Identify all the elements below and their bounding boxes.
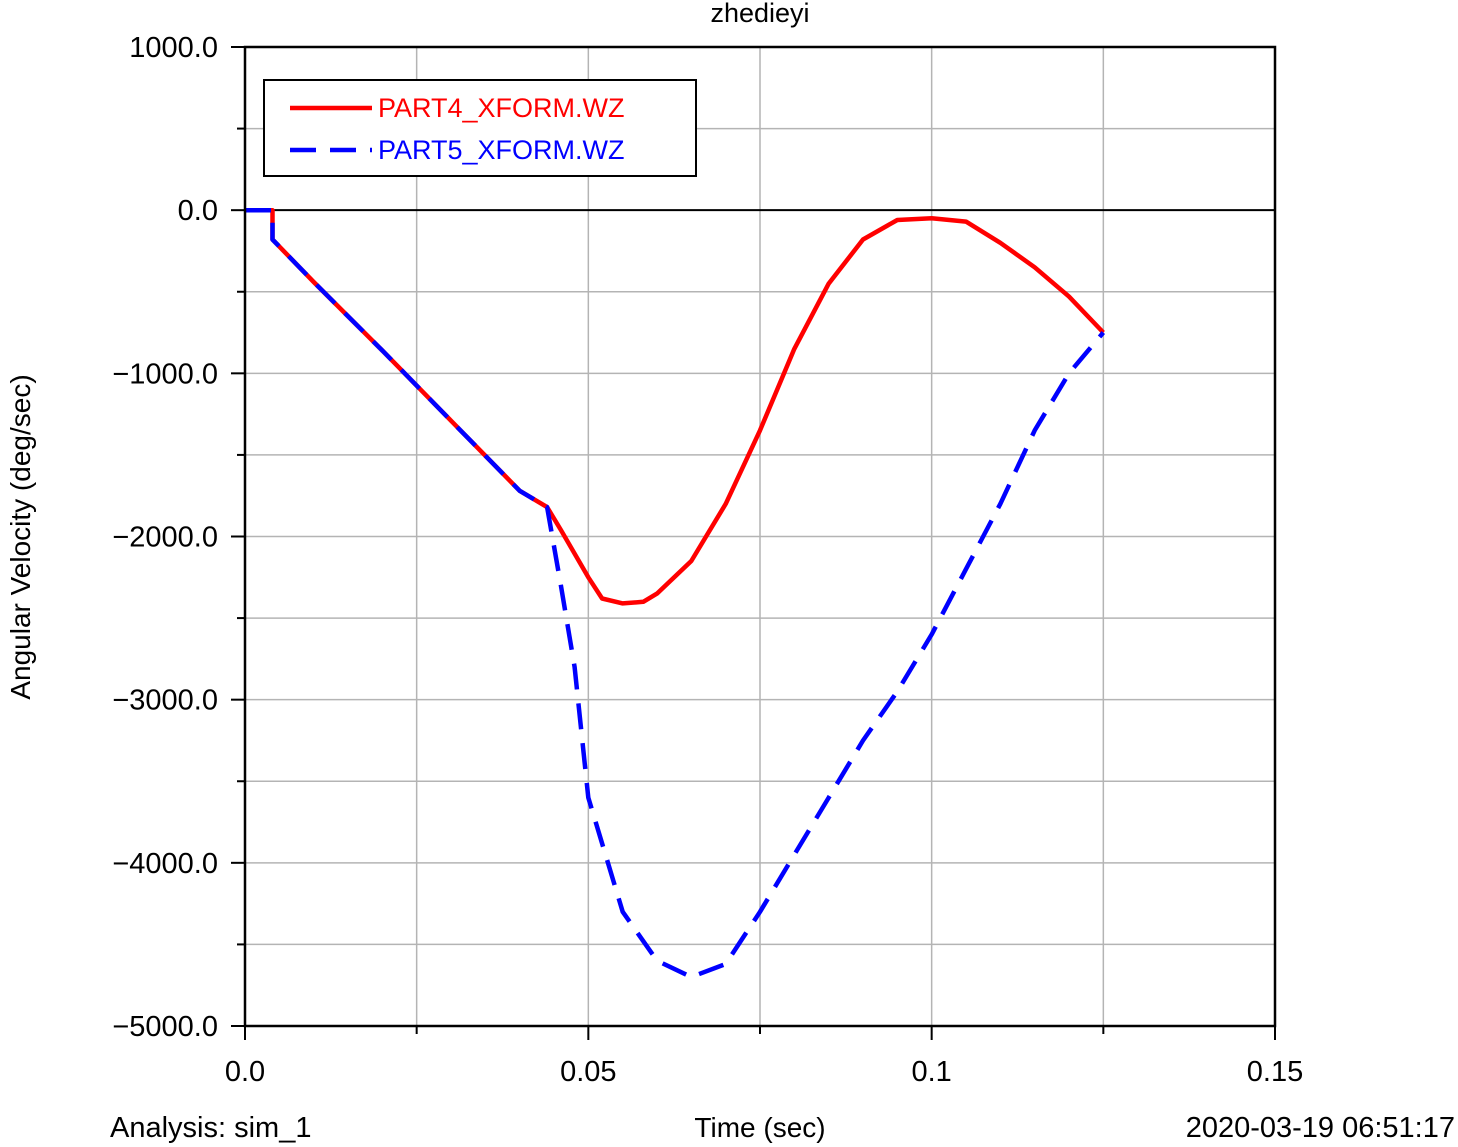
y-axis-label: Angular Velocity (deg/sec) [5,374,36,699]
legend-entry-part4: PART4_XFORM.WZ [378,93,625,123]
legend-box [263,79,697,177]
y-tick-labels: 1000.0 0.0 −1000.0 −2000.0 −3000.0 −4000.0 −50… [112,32,218,1043]
x-tick-label: 0.05 [560,1056,616,1088]
y-tick-label: −3000.0 [112,685,218,717]
plot-series [245,207,1106,980]
y-tick-label: −1000.0 [112,358,218,390]
analysis-label: Analysis: sim_1 [110,1112,311,1144]
legend: PART4_XFORM.WZ PART5_XFORM.WZ [263,79,697,177]
legend-entry-part5: PART5_XFORM.WZ [378,135,625,165]
y-tick-label: 0.0 [178,195,218,227]
x-tick-labels: 0.0 0.05 0.1 0.15 [225,1056,1303,1088]
x-tick-label: 0.15 [1247,1056,1303,1088]
y-tick-label: 1000.0 [129,32,218,64]
y-tick-label: −4000.0 [112,848,218,880]
timestamp: 2020-03-19 06:51:17 [1186,1112,1455,1144]
y-tick-label: −5000.0 [112,1011,218,1043]
series-line-part4 [245,207,1105,606]
x-tick-label: 0.0 [225,1056,265,1088]
ticks [231,46,1276,1040]
series-line-part5 [245,207,1106,980]
x-axis-label: Time (sec) [694,1112,825,1143]
grid [245,47,1275,1026]
chart-title: zhedieyi [710,0,809,28]
y-tick-label: −2000.0 [112,522,218,554]
x-tick-label: 0.1 [912,1056,952,1088]
